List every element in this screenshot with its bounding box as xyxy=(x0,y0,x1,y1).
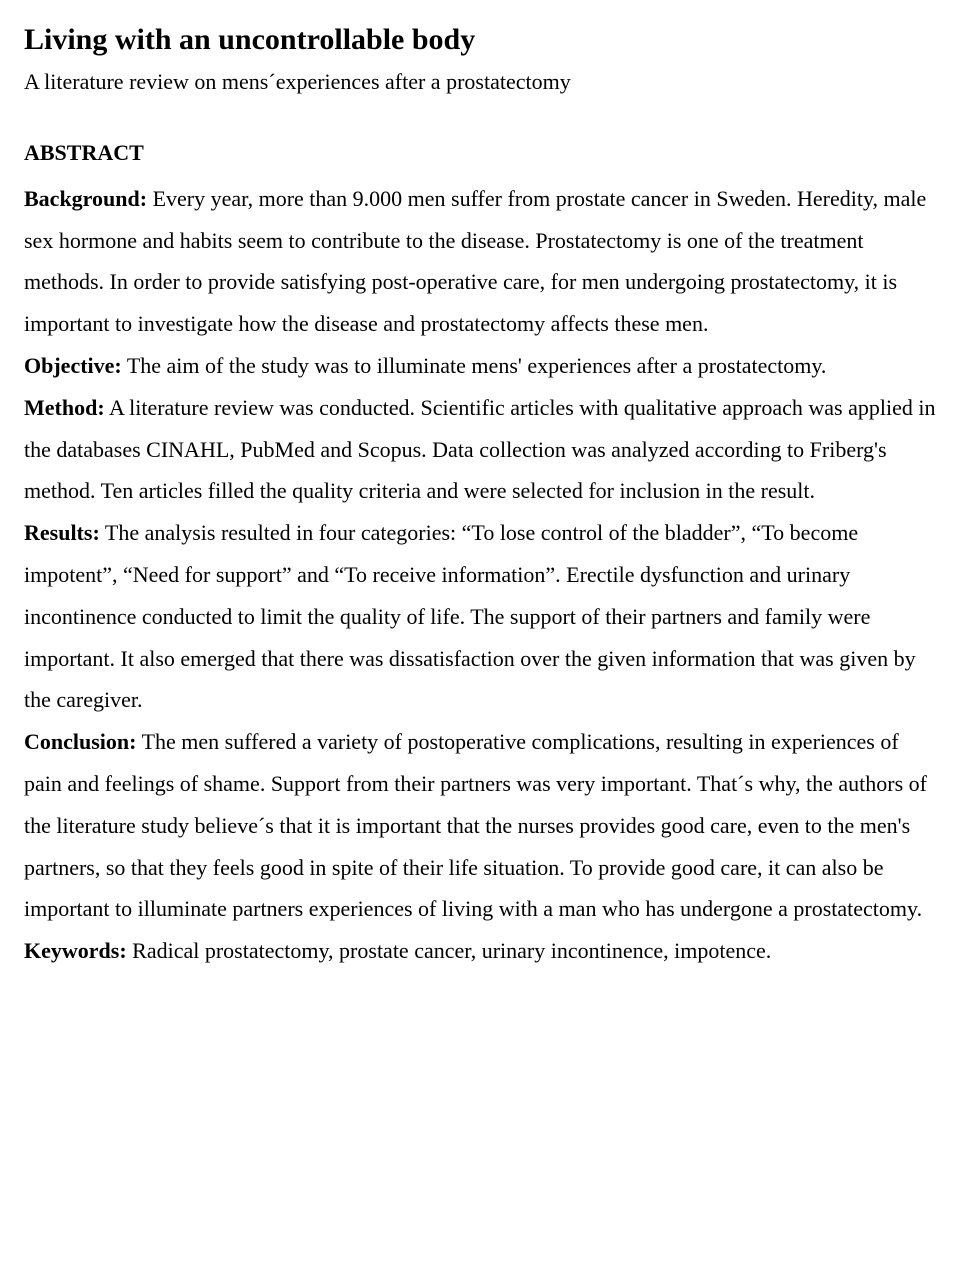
results-label: Results: xyxy=(24,520,100,545)
objective-text: The aim of the study was to illuminate m… xyxy=(122,353,827,378)
document-subtitle: A literature review on mens´experiences … xyxy=(24,67,936,98)
objective-label: Objective: xyxy=(24,353,122,378)
document-title: Living with an uncontrollable body xyxy=(24,20,936,59)
keywords-label: Keywords: xyxy=(24,938,127,963)
method-label: Method: xyxy=(24,395,105,420)
background-label: Background: xyxy=(24,186,147,211)
background-text: Every year, more than 9.000 men suffer f… xyxy=(24,186,926,336)
objective-paragraph: Objective: The aim of the study was to i… xyxy=(24,345,936,387)
results-text: The analysis resulted in four categories… xyxy=(24,520,916,712)
results-paragraph: Results: The analysis resulted in four c… xyxy=(24,512,936,721)
abstract-heading: ABSTRACT xyxy=(24,140,936,166)
background-paragraph: Background: Every year, more than 9.000 … xyxy=(24,178,936,345)
conclusion-label: Conclusion: xyxy=(24,729,136,754)
method-text: A literature review was conducted. Scien… xyxy=(24,395,935,504)
document-page: Living with an uncontrollable body A lit… xyxy=(0,0,960,1012)
keywords-text: Radical prostatectomy, prostate cancer, … xyxy=(127,938,772,963)
keywords-paragraph: Keywords: Radical prostatectomy, prostat… xyxy=(24,930,936,972)
abstract-body: Background: Every year, more than 9.000 … xyxy=(24,178,936,972)
conclusion-text: The men suffered a variety of postoperat… xyxy=(24,729,927,921)
method-paragraph: Method: A literature review was conducte… xyxy=(24,387,936,512)
conclusion-paragraph: Conclusion: The men suffered a variety o… xyxy=(24,721,936,930)
